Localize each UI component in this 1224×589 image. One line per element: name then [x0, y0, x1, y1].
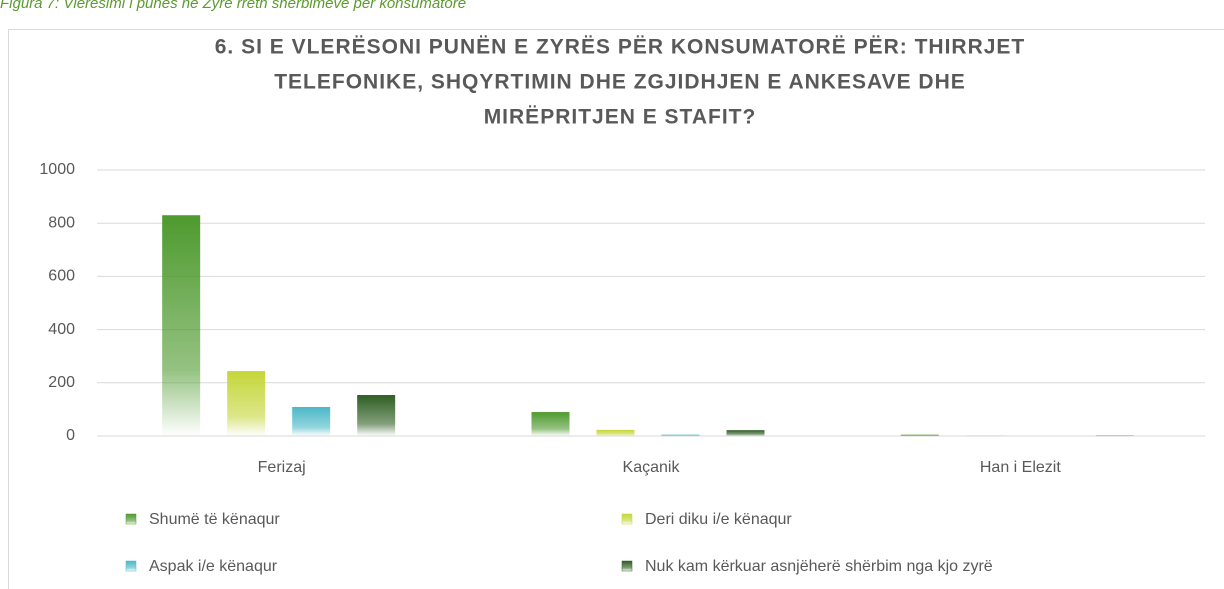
legend-swatch: [125, 560, 137, 572]
legend-label: Aspak i/e kënaqur: [149, 558, 278, 575]
legend-swatch: [125, 513, 137, 525]
y-tick-label: 800: [48, 214, 75, 231]
y-tick-label: 200: [48, 374, 75, 391]
bar: [227, 371, 266, 436]
bar: [162, 215, 201, 436]
chart-frame: [8, 29, 1224, 589]
legend-label: Shumë të kënaqur: [149, 511, 280, 528]
chart-title: TELEFONIKE, SHQYRTIMIN DHE ZGJIDHJEN E A…: [274, 71, 966, 94]
bar: [596, 429, 635, 436]
chart-title: 6. SI E VLERËSONI PUNËN E ZYRËS PËR KONS…: [215, 36, 1026, 59]
legend-label: Nuk kam kërkuar asnjëherë shërbim nga kj…: [645, 558, 993, 575]
bar: [900, 434, 939, 436]
y-tick-label: 1000: [39, 161, 75, 178]
legend-swatch: [621, 513, 633, 525]
chart-title: MIRËPRITJEN E STAFIT?: [484, 106, 757, 129]
legend-label: Deri diku i/e kënaqur: [645, 511, 792, 528]
y-tick-label: 400: [48, 321, 75, 338]
x-tick-label: Kaçanik: [623, 459, 681, 476]
bar: [531, 412, 570, 436]
legend-swatch: [621, 560, 633, 572]
caption: Figura 7: Vlerësimi i punës në Zyre rret…: [0, 0, 466, 12]
bar: [292, 407, 331, 436]
y-tick-label: 600: [48, 268, 75, 285]
x-tick-label: Han i Elezit: [980, 459, 1061, 476]
x-tick-label: Ferizaj: [258, 459, 306, 476]
y-tick-label: 0: [66, 427, 75, 444]
bar: [661, 434, 700, 436]
bar: [357, 395, 396, 436]
bar: [726, 430, 765, 436]
